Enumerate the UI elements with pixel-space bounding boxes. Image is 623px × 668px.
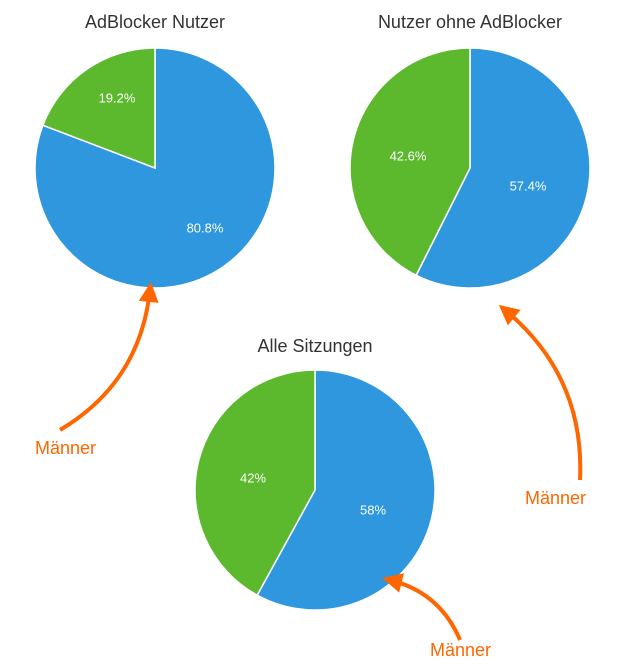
arrow1-label: Männer xyxy=(35,438,96,459)
chart1-slice1-label: 80.8% xyxy=(187,221,224,236)
arrow-line xyxy=(505,310,580,480)
chart1-title: AdBlocker Nutzer xyxy=(15,12,295,33)
chart-stage: AdBlocker Nutzer 80.8% 19.2% Nutzer ohne… xyxy=(0,0,623,668)
chart2-slice2-label: 42.6% xyxy=(390,149,427,164)
chart3-slice1-label: 58% xyxy=(360,503,386,518)
chart1-pie xyxy=(33,46,277,290)
arrow3 xyxy=(380,570,480,650)
chart2-slice1-label: 57.4% xyxy=(510,179,547,194)
chart1-slice2-label: 19.2% xyxy=(99,91,136,106)
arrow-line xyxy=(390,580,460,640)
arrow-line xyxy=(60,290,150,430)
chart2-title: Nutzer ohne AdBlocker xyxy=(330,12,610,33)
arrow2-label: Männer xyxy=(525,488,586,509)
chart2-pie xyxy=(348,46,592,290)
arrow3-label: Männer xyxy=(430,640,491,661)
chart3-title: Alle Sitzungen xyxy=(175,336,455,357)
chart3-slice2-label: 42% xyxy=(240,471,266,486)
arrow2 xyxy=(490,300,600,490)
arrow1 xyxy=(50,280,170,440)
